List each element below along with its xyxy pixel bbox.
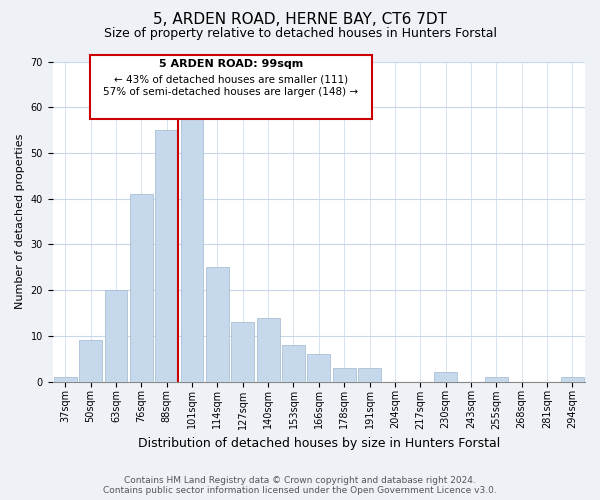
Bar — [232, 322, 254, 382]
Text: ← 43% of detached houses are smaller (111): ← 43% of detached houses are smaller (11… — [114, 74, 348, 84]
Bar — [257, 318, 280, 382]
Bar — [358, 368, 381, 382]
Text: Contains HM Land Registry data © Crown copyright and database right 2024.: Contains HM Land Registry data © Crown c… — [124, 476, 476, 485]
Bar — [282, 345, 305, 382]
Bar — [333, 368, 356, 382]
Text: 5, ARDEN ROAD, HERNE BAY, CT6 7DT: 5, ARDEN ROAD, HERNE BAY, CT6 7DT — [153, 12, 447, 28]
Bar — [181, 116, 203, 382]
Bar — [155, 130, 178, 382]
Bar — [434, 372, 457, 382]
Text: Contains public sector information licensed under the Open Government Licence v3: Contains public sector information licen… — [103, 486, 497, 495]
X-axis label: Distribution of detached houses by size in Hunters Forstal: Distribution of detached houses by size … — [138, 437, 500, 450]
Y-axis label: Number of detached properties: Number of detached properties — [15, 134, 25, 309]
Text: Size of property relative to detached houses in Hunters Forstal: Size of property relative to detached ho… — [104, 28, 497, 40]
Bar — [206, 267, 229, 382]
Bar — [104, 290, 127, 382]
Text: 5 ARDEN ROAD: 99sqm: 5 ARDEN ROAD: 99sqm — [159, 59, 303, 69]
Bar — [130, 194, 153, 382]
Bar — [307, 354, 330, 382]
Bar — [79, 340, 102, 382]
Bar — [485, 377, 508, 382]
Bar — [54, 377, 77, 382]
Text: 57% of semi-detached houses are larger (148) →: 57% of semi-detached houses are larger (… — [103, 87, 359, 97]
Bar — [561, 377, 584, 382]
